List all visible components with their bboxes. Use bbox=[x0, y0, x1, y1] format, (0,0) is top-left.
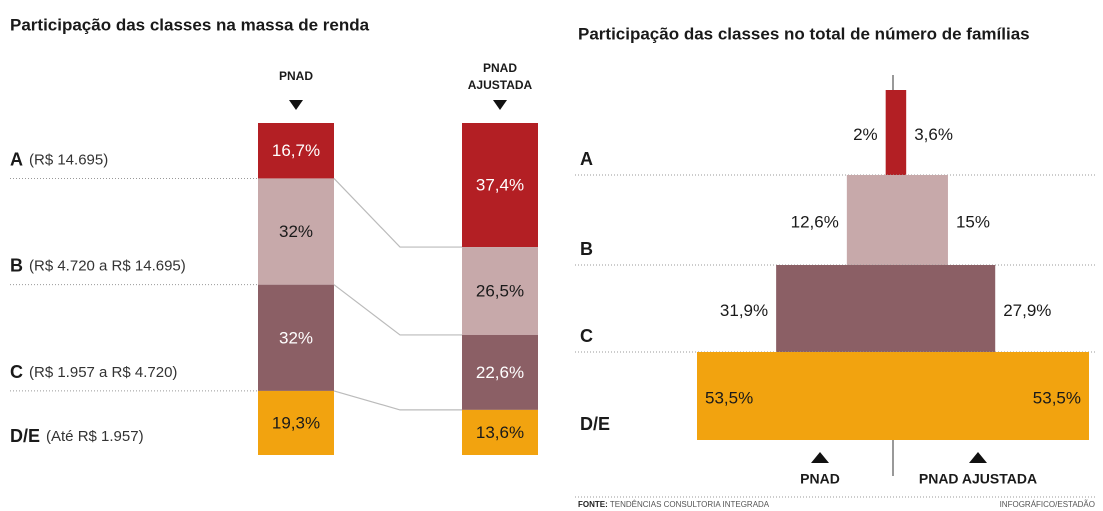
value-label: 2% bbox=[853, 125, 878, 144]
category-label: C bbox=[580, 326, 593, 346]
value-label: 26,5% bbox=[476, 281, 524, 300]
source: FONTE: TENDÊNCIAS CONSULTORIA INTEGRADA bbox=[578, 500, 770, 509]
value-label: 22,6% bbox=[476, 363, 524, 382]
arrow bbox=[811, 452, 829, 463]
category-label: A (R$ 14.695) bbox=[10, 149, 108, 169]
bar-segment bbox=[462, 334, 538, 410]
value-label: 13,6% bbox=[476, 423, 524, 442]
bar-segment bbox=[462, 409, 538, 455]
category-note: (R$ 14.695) bbox=[29, 151, 108, 168]
category-label: B (R$ 4.720 a R$ 14.695) bbox=[10, 255, 186, 275]
value-label: 31,9% bbox=[720, 301, 768, 320]
bar-segment bbox=[258, 390, 334, 455]
category: B bbox=[10, 255, 23, 275]
bar-segment bbox=[258, 123, 334, 179]
bar bbox=[885, 90, 893, 175]
value-label: 19,3% bbox=[272, 413, 320, 432]
bar bbox=[893, 352, 1089, 440]
value-label: 53,5% bbox=[705, 388, 753, 407]
category: A bbox=[10, 149, 23, 169]
value-label: 3,6% bbox=[914, 125, 953, 144]
category-label: D/E bbox=[580, 414, 610, 434]
connector bbox=[333, 390, 462, 411]
value-label: 53,5% bbox=[1033, 388, 1081, 407]
category-label: D/E (Até R$ 1.957) bbox=[10, 426, 144, 446]
source-text: TENDÊNCIAS CONSULTORIA INTEGRADA bbox=[610, 500, 770, 509]
value-label: 27,9% bbox=[1003, 301, 1051, 320]
category-note: (R$ 1.957 a R$ 4.720) bbox=[29, 364, 177, 381]
series-label: PNAD AJUSTADA bbox=[919, 471, 1037, 487]
bar-segment bbox=[258, 284, 334, 391]
value-label: 15% bbox=[956, 212, 990, 231]
bar bbox=[846, 175, 893, 265]
category-label: A bbox=[580, 149, 593, 169]
chart-title: Participação das classes no total de núm… bbox=[578, 24, 1030, 43]
category: C bbox=[10, 362, 23, 382]
bar bbox=[893, 175, 948, 265]
bar bbox=[776, 265, 893, 352]
arrow bbox=[969, 452, 987, 463]
series-label: PNAD bbox=[800, 471, 840, 487]
category-note: (Até R$ 1.957) bbox=[46, 428, 144, 445]
series-label: PNAD bbox=[279, 69, 313, 83]
connector bbox=[333, 178, 462, 248]
value-label: 12,6% bbox=[791, 212, 839, 231]
category-label: C (R$ 1.957 a R$ 4.720) bbox=[10, 362, 177, 382]
bar bbox=[697, 352, 893, 440]
bar bbox=[893, 90, 907, 175]
arrow bbox=[493, 100, 507, 110]
category: D/E bbox=[10, 426, 40, 446]
bar bbox=[893, 265, 996, 352]
value-label: 37,4% bbox=[476, 176, 524, 195]
value-label: 32% bbox=[279, 328, 313, 347]
bar-segment bbox=[462, 123, 538, 248]
category-label: B bbox=[580, 239, 593, 259]
category-note: (R$ 4.720 a R$ 14.695) bbox=[29, 258, 186, 275]
value-label: 32% bbox=[279, 222, 313, 241]
source-label: FONTE: bbox=[578, 500, 608, 509]
bar-segment bbox=[258, 178, 334, 285]
value-label: 16,7% bbox=[272, 141, 320, 160]
credit: INFOGRÁFICO/ESTADÃO bbox=[1000, 500, 1095, 509]
series-label-box: PNAD AJUSTADA bbox=[467, 61, 533, 92]
connector bbox=[333, 284, 462, 336]
bar-segment bbox=[462, 247, 538, 335]
chart-title: Participação das classes na massa de ren… bbox=[10, 15, 370, 34]
series-label: PNAD AJUSTADA bbox=[467, 61, 533, 92]
arrow bbox=[289, 100, 303, 110]
